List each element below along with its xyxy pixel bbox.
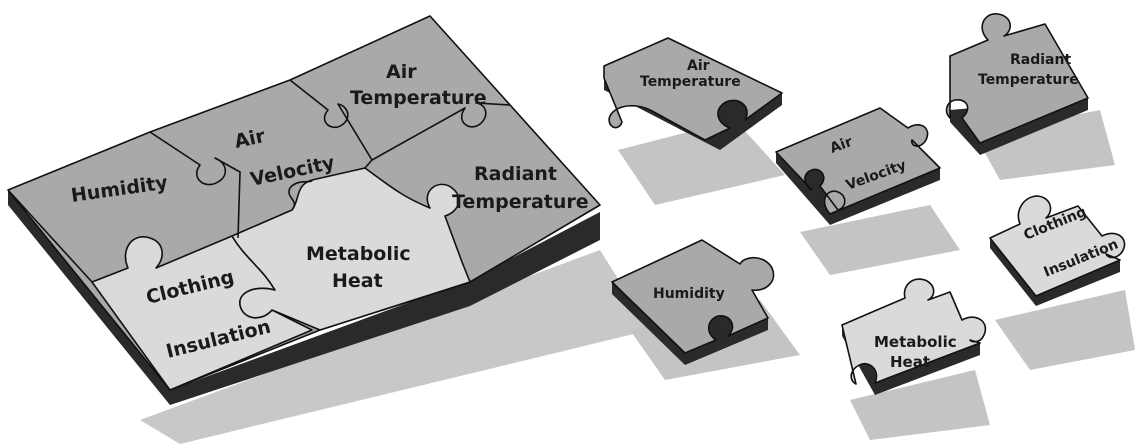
label-metabolic-heat-line1: Metabolic [306, 243, 411, 265]
scattered-piece-air-temperature: Air Temperature [603, 37, 785, 205]
label-air-temperature-line2: Temperature [350, 87, 487, 109]
scattered-piece-radiant-temperature-shape [945, 13, 1089, 144]
scattered-piece-metabolic-heat-shape [841, 278, 987, 385]
assembled-puzzle-front-edge [8, 190, 600, 405]
label-radiant-temperature-line1: Radiant [474, 163, 557, 185]
scattered-piece-clothing-insulation-shape [989, 195, 1126, 297]
scattered-piece-air-velocity-shadow [800, 205, 960, 275]
scattered-piece-humidity-shape [611, 239, 775, 354]
seam-airtemp-radiant [371, 102, 511, 161]
scattered-piece-air-velocity: Air Velocity [775, 107, 960, 275]
scattered-pieces: Air Temperature Radiant Temperature Air … [603, 13, 1135, 440]
scattered-piece-metabolic-heat-shadow [850, 370, 990, 440]
label-radiant-temperature-line2: Temperature [452, 191, 589, 213]
scattered-piece-air-temperature-shadow [618, 120, 785, 205]
scattered-piece-radiant-temperature: Radiant Temperature [945, 13, 1115, 180]
scattered-piece-air-temperature-shape [603, 37, 783, 141]
scattered-air-temperature-line2: Temperature [640, 74, 741, 90]
scattered-radiant-temperature-line1: Radiant [1010, 52, 1071, 68]
scattered-piece-air-velocity-shape [775, 107, 941, 215]
assembled-puzzle-shadow [140, 250, 650, 444]
seam-velocity-airtemp [289, 79, 373, 169]
scattered-piece-clothing-insulation-shadow [995, 290, 1135, 370]
scattered-piece-clothing-insulation: Clothing Insulation [989, 195, 1135, 370]
label-metabolic-heat-line2: Heat [332, 270, 383, 292]
scattered-air-temperature-line1: Air [687, 58, 710, 74]
scattered-metabolic-heat-line2: Heat [890, 353, 930, 371]
scattered-piece-radiant-temperature-shadow [975, 110, 1115, 180]
scattered-piece-humidity: Humidity [611, 239, 800, 380]
scattered-air-velocity-line1: Air [828, 134, 855, 157]
seam-humidity-clothing [7, 189, 93, 283]
label-air-temperature-line1: Air [386, 61, 417, 83]
seam-humidity-velocity [149, 131, 241, 239]
scattered-metabolic-heat-line1: Metabolic [874, 333, 957, 351]
scattered-radiant-temperature-line2: Temperature [978, 72, 1079, 88]
seam-velocity-knob [288, 179, 313, 211]
assembled-puzzle: Humidity Air Velocity Air Temperature Ra… [7, 15, 650, 444]
scattered-piece-metabolic-heat: Metabolic Heat [841, 278, 990, 440]
scattered-humidity-label: Humidity [653, 286, 725, 302]
